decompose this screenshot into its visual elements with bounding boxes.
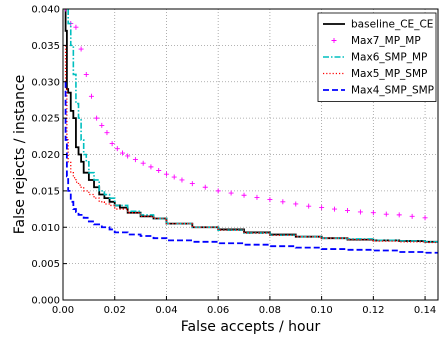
data-point-max7-mp-mp: [280, 199, 286, 205]
series-max7-mp-mp: [63, 9, 428, 221]
data-point-max7-mp-mp: [332, 206, 338, 212]
data-point-max7-mp-mp: [114, 146, 120, 152]
data-point-max7-mp-mp: [254, 194, 260, 200]
x-axis-label: False accepts / hour: [181, 319, 321, 335]
y-tick-label: 0.015: [31, 186, 60, 197]
x-tick-label: 0.00: [52, 305, 74, 316]
legend: baseline_CE_CE Max7_MP_MP Max6_SMP_MP Max5_…: [317, 12, 437, 102]
y-tick-label: 0.030: [31, 77, 60, 88]
data-point-max7-mp-mp: [63, 9, 69, 12]
series-line-max4-smp-smp: [64, 81, 438, 254]
x-tick-label: 0.02: [104, 305, 126, 316]
data-point-max7-mp-mp: [228, 190, 234, 196]
y-tick-label: 0.035: [31, 41, 60, 52]
series-line-max6-smp-mp: [67, 9, 438, 243]
data-point-max7-mp-mp: [189, 181, 195, 187]
y-tick-label: 0.020: [31, 150, 60, 161]
x-tick-label: 0.10: [310, 305, 332, 316]
data-point-max7-mp-mp: [383, 211, 389, 217]
data-point-max7-mp-mp: [409, 213, 415, 219]
x-tick-label: 0.08: [259, 305, 281, 316]
legend-label-max7-mp-mp: Max7_MP_MP: [351, 35, 421, 47]
data-point-max7-mp-mp: [171, 174, 177, 180]
tick-layer: 0.00 0.02 0.04 0.06 0.08 0.10 0.12 0.14 0.000 0.0…: [31, 5, 436, 317]
data-point-max7-mp-mp: [241, 192, 247, 198]
y-tick-label: 0.040: [31, 5, 60, 16]
y-tick-label: 0.025: [31, 114, 60, 125]
data-point-max7-mp-mp: [140, 160, 146, 166]
data-point-max7-mp-mp: [202, 184, 208, 190]
data-point-max7-mp-mp: [109, 141, 115, 147]
legend-label-max6-smp-mp: Max6_SMP_MP: [351, 52, 427, 64]
series-line-max5-mp-smp: [64, 45, 438, 244]
data-point-max7-mp-mp: [156, 168, 162, 174]
x-tick-label: 0.12: [362, 305, 384, 316]
x-tick-label: 0.14: [414, 305, 436, 316]
data-point-max7-mp-mp: [78, 46, 84, 52]
legend-label-baseline-ce-ce: baseline_CE_CE: [351, 19, 433, 31]
series-max5-mp-smp: [64, 45, 438, 244]
data-point-max7-mp-mp: [125, 153, 131, 159]
data-point-max7-mp-mp: [104, 130, 110, 136]
data-point-max7-mp-mp: [357, 209, 363, 215]
x-tick-label: 0.06: [207, 305, 229, 316]
data-point-max7-mp-mp: [148, 164, 154, 170]
y-tick-label: 0.005: [31, 259, 60, 270]
series-max4-smp-smp: [64, 81, 438, 254]
series-layer: [63, 9, 438, 254]
y-tick-label: 0.000: [31, 296, 60, 307]
legend-label-max5-mp-smp: Max5_MP_SMP: [351, 68, 427, 80]
data-point-max7-mp-mp: [94, 115, 100, 121]
series-baseline-ce-ce: [64, 9, 438, 243]
y-tick-label: 0.010: [31, 223, 60, 234]
data-point-max7-mp-mp: [215, 188, 221, 194]
series-max6-smp-mp: [67, 9, 438, 243]
data-point-max7-mp-mp: [73, 24, 79, 30]
data-point-max7-mp-mp: [179, 177, 185, 183]
legend-label-max4-smp-smp: Max4_SMP_SMP: [351, 85, 434, 97]
data-point-max7-mp-mp: [293, 201, 299, 207]
series-line-baseline-ce-ce: [64, 9, 438, 243]
data-point-max7-mp-mp: [119, 150, 125, 156]
data-point-max7-mp-mp: [83, 71, 89, 77]
data-point-max7-mp-mp: [422, 215, 428, 221]
data-point-max7-mp-mp: [132, 157, 138, 163]
data-point-max7-mp-mp: [88, 93, 94, 99]
data-point-max7-mp-mp: [306, 203, 312, 209]
data-point-max7-mp-mp: [99, 122, 105, 128]
data-point-max7-mp-mp: [319, 205, 325, 211]
legend-swatch-max7-mp-mp: [331, 38, 337, 43]
data-point-max7-mp-mp: [396, 212, 402, 218]
x-tick-label: 0.04: [155, 305, 177, 316]
data-point-max7-mp-mp: [267, 197, 273, 203]
data-point-max7-mp-mp: [163, 171, 169, 177]
y-axis-label: False rejects / instance: [12, 75, 28, 235]
data-point-max7-mp-mp: [370, 210, 376, 216]
data-point-max7-mp-mp: [344, 208, 350, 214]
